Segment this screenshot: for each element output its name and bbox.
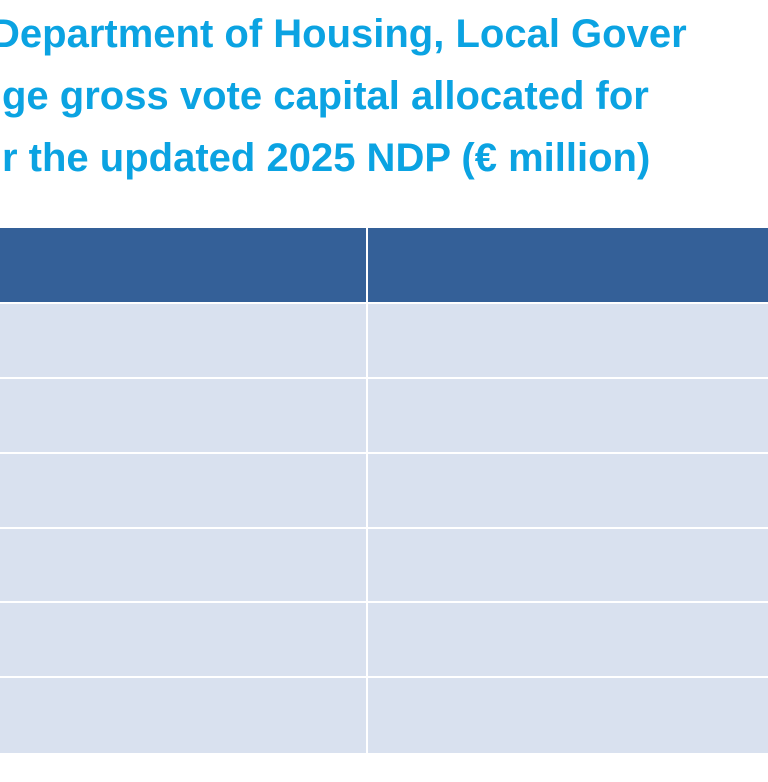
- table-cell: [0, 379, 366, 452]
- table-cell: [0, 454, 366, 527]
- table-cell: [368, 678, 768, 753]
- title-line: ge gross vote capital allocated for: [2, 74, 649, 118]
- table-cell: [368, 304, 768, 377]
- table-cell: [0, 529, 366, 601]
- header-cell: [0, 228, 366, 302]
- title-line: Department of Housing, Local Gover: [0, 12, 687, 56]
- table-cell: [368, 529, 768, 601]
- table-cell: [368, 454, 768, 527]
- title-line: r the updated 2025 NDP (€ million): [2, 136, 651, 180]
- table-cell: [0, 304, 366, 377]
- table-cell: [368, 603, 768, 676]
- table-cell: [0, 678, 366, 753]
- table-cell: [0, 603, 366, 676]
- header-cell: [368, 228, 768, 302]
- table-cell: [368, 379, 768, 452]
